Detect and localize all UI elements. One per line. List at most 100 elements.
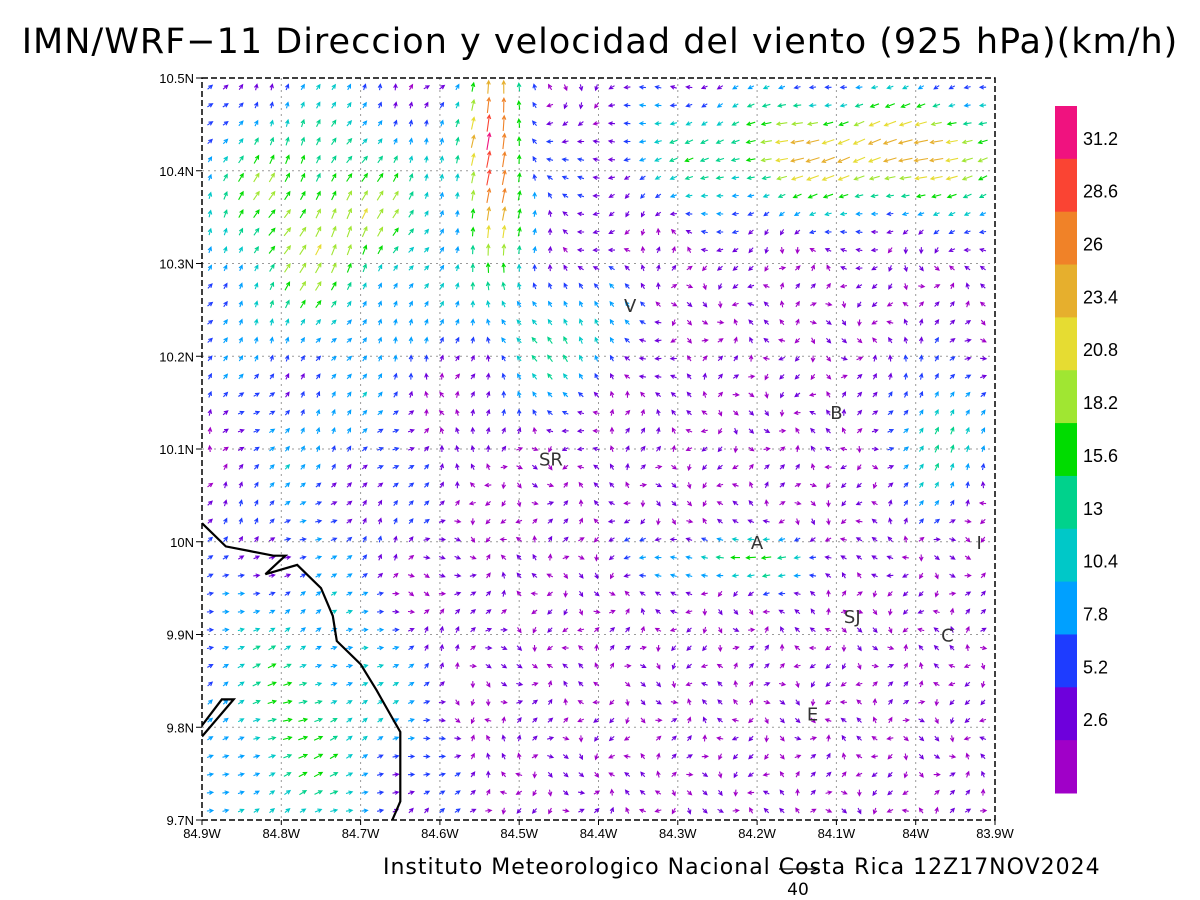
wind-arrow <box>716 247 724 253</box>
wind-arrow <box>423 609 430 615</box>
wind-arrow <box>516 482 522 489</box>
wind-arrow <box>731 537 739 542</box>
wind-arrow <box>362 427 368 434</box>
wind-arrow <box>346 445 352 452</box>
wind-arrow <box>856 338 863 344</box>
wind-arrow <box>609 717 615 724</box>
wind-arrow <box>207 518 213 524</box>
wind-arrow <box>315 501 323 506</box>
wind-arrow <box>253 373 260 380</box>
wind-arrow <box>592 410 600 416</box>
wind-arrow <box>300 336 305 344</box>
wind-arrow <box>733 336 738 344</box>
wind-arrow <box>207 555 214 560</box>
wind-arrow <box>780 391 785 399</box>
wind-arrow <box>640 518 646 525</box>
wind-arrow <box>870 84 878 90</box>
wind-arrow <box>886 320 894 325</box>
wind-arrow <box>253 318 259 326</box>
wind-arrow <box>809 590 816 597</box>
wind-arrow <box>563 500 569 506</box>
wind-arrow <box>901 808 909 814</box>
wind-arrow <box>423 790 431 795</box>
wind-arrow <box>253 410 261 416</box>
wind-arrow <box>299 645 307 651</box>
wind-arrow <box>655 301 661 307</box>
wind-arrow <box>237 410 245 416</box>
wind-arrow <box>315 373 321 380</box>
wind-arrow <box>856 609 864 614</box>
wind-arrow <box>808 555 817 560</box>
wind-arrow <box>609 591 616 596</box>
wind-arrow <box>702 734 708 742</box>
wind-arrow <box>346 591 353 596</box>
wind-arrow <box>933 663 940 669</box>
wind-arrow <box>269 464 275 470</box>
wind-arrow <box>670 392 677 398</box>
wind-arrow <box>268 190 276 201</box>
wind-arrow <box>790 157 805 163</box>
wind-arrow <box>407 754 416 759</box>
wind-arrow <box>501 608 507 615</box>
wind-arrow <box>887 410 894 416</box>
wind-arrow <box>779 229 785 236</box>
wind-arrow <box>486 336 491 344</box>
wind-arrow <box>933 644 940 651</box>
wind-arrow <box>377 499 383 507</box>
wind-arrow <box>315 537 323 542</box>
wind-arrow <box>577 790 586 795</box>
wind-arrow <box>237 699 245 705</box>
wind-arrow <box>685 103 693 108</box>
wind-arrow <box>362 244 368 255</box>
wind-arrow <box>776 555 787 560</box>
wind-arrow <box>716 103 724 108</box>
wind-arrow <box>841 627 847 633</box>
wind-arrow <box>346 355 353 362</box>
wind-arrow <box>701 772 709 778</box>
wind-arrow <box>284 427 291 434</box>
wind-arrow <box>546 663 553 669</box>
wind-arrow <box>699 157 709 163</box>
wind-arrow <box>871 446 879 452</box>
wind-arrow <box>238 120 244 127</box>
wind-arrow <box>284 409 290 416</box>
wind-arrow <box>933 85 940 90</box>
wind-arrow <box>470 116 476 130</box>
wind-arrow <box>795 788 800 796</box>
wind-arrow <box>206 790 215 795</box>
wind-arrow <box>298 717 309 723</box>
wind-arrow <box>222 808 230 814</box>
wind-arrow <box>206 754 214 759</box>
wind-arrow <box>238 155 244 164</box>
wind-arrow <box>841 319 847 326</box>
wind-arrow <box>254 517 259 525</box>
wind-arrow <box>517 282 522 290</box>
wind-arrow <box>454 790 461 795</box>
wind-arrow <box>671 807 677 815</box>
wind-arrow <box>903 336 909 344</box>
wind-arrow <box>377 373 383 380</box>
wind-arrow <box>654 537 662 542</box>
wind-arrow <box>732 645 740 651</box>
wind-arrow <box>562 555 570 560</box>
wind-arrow <box>470 336 475 344</box>
wind-arrow <box>810 355 816 363</box>
wind-arrow <box>579 300 584 308</box>
wind-arrow <box>624 283 630 289</box>
wind-arrow <box>762 790 770 795</box>
wind-arrow <box>884 103 896 109</box>
wind-arrow <box>408 591 415 597</box>
wind-arrow <box>501 318 506 326</box>
wind-arrow <box>946 121 957 126</box>
wind-arrow <box>746 175 755 181</box>
wind-arrow <box>501 187 507 203</box>
wind-arrow <box>825 320 832 325</box>
wind-arrow <box>716 85 724 90</box>
wind-arrow <box>901 211 909 217</box>
wind-arrow <box>392 736 400 741</box>
wind-arrow <box>779 699 786 705</box>
wind-arrow <box>950 717 955 725</box>
wind-arrow <box>455 699 460 706</box>
wind-arrow <box>408 482 415 488</box>
wind-arrow <box>223 190 228 200</box>
